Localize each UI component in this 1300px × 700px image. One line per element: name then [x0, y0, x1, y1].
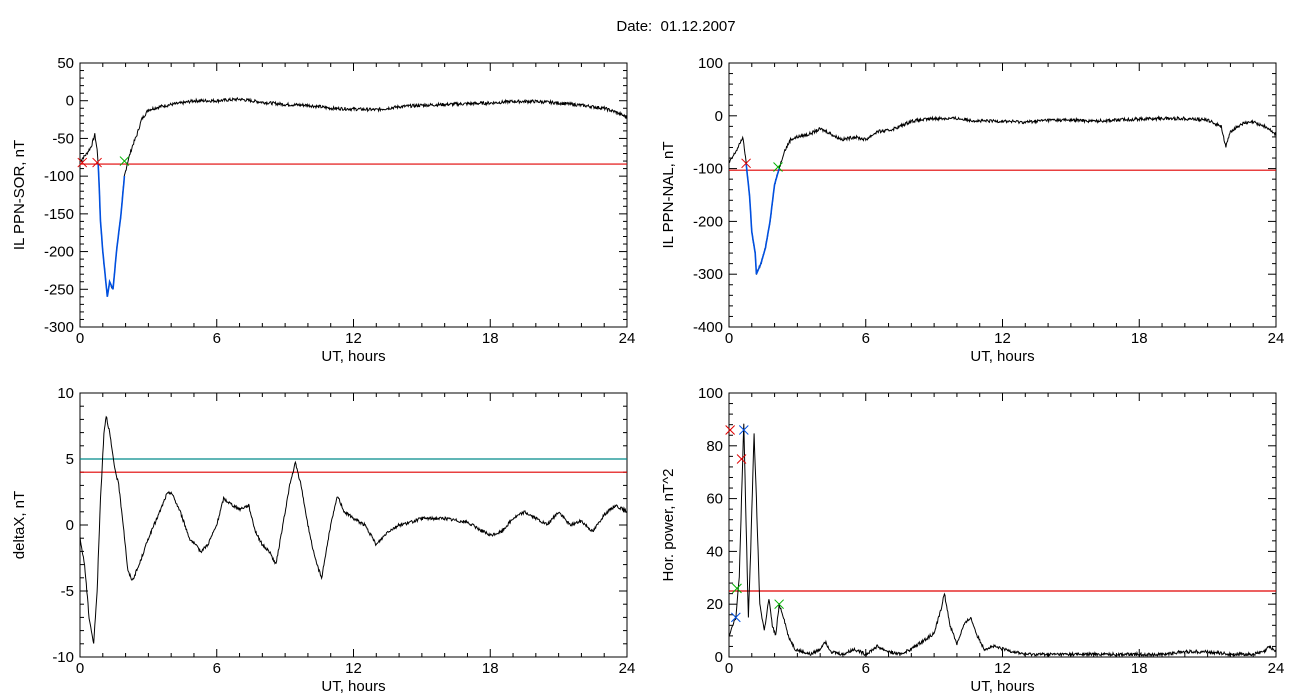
y-tick-label: -50: [52, 130, 74, 147]
y-tick-label: -300: [693, 266, 723, 283]
y-tick-label: -400: [693, 319, 723, 336]
y-tick-label: 80: [706, 438, 723, 455]
marker-stroke: [774, 599, 784, 610]
y-axis-label: deltaX, nT: [11, 491, 28, 559]
series-line-black: [80, 415, 627, 644]
series-line-black: [729, 115, 1276, 275]
series-line-black: [729, 423, 1276, 657]
series-line-blue: [745, 163, 780, 275]
y-tick-label: -200: [44, 244, 74, 261]
plot-il-ppn-sor: 0 6 12 18 24 -300 -250 -200 -150 -100 -50 0 50 UT, ho…: [11, 55, 635, 365]
plot-deltax: 0 6 12 18 24 -10 -5 0 5 10 UT, hours deltaX, nT: [11, 385, 635, 695]
marker-stroke: [773, 162, 783, 172]
x-tick-label: 12: [994, 330, 1011, 347]
y-tick-label: -150: [44, 206, 74, 223]
marker-red: [77, 157, 88, 168]
x-tick-label: 0: [725, 330, 733, 347]
y-tick-label: -100: [693, 161, 723, 178]
y-axis-label: IL PPN-SOR, nT: [11, 140, 28, 250]
marker-stroke: [732, 583, 742, 594]
x-tick-label: 0: [76, 660, 84, 677]
x-tick-label: 12: [994, 660, 1011, 677]
marker-red: [741, 158, 751, 169]
x-axis-label: UT, hours: [321, 348, 385, 365]
y-tick-label: 0: [66, 93, 74, 110]
y-tick-label: 0: [66, 517, 74, 534]
marker-green: [774, 599, 784, 610]
x-tick-label: 12: [345, 660, 362, 677]
x-tick-label: 24: [1268, 330, 1285, 347]
y-tick-label: 100: [698, 385, 723, 402]
marker-stroke: [738, 425, 749, 435]
x-tick-label: 18: [1131, 660, 1148, 677]
y-tick-label: 0: [715, 649, 723, 666]
x-tick-label: 0: [76, 330, 84, 347]
plot-frame: [79, 392, 628, 658]
marker-stroke: [736, 454, 747, 464]
marker-green: [773, 162, 783, 172]
y-tick-label: -10: [52, 649, 74, 666]
x-tick-label: 18: [482, 660, 499, 677]
series-line-black: [80, 96, 627, 297]
marker-stroke: [77, 157, 88, 168]
marker-green: [732, 583, 742, 594]
plot-frame: [728, 62, 1277, 328]
y-tick-label: 50: [57, 55, 74, 72]
page-title: Date: 01.12.2007: [0, 18, 1300, 35]
plot-area: [80, 415, 627, 644]
y-tick-label: 5: [66, 451, 74, 468]
plot-hor-power: 0 6 12 18 24 0 20 40 60 80 100 UT, hours Hor. power,…: [660, 385, 1284, 695]
y-tick-label: 40: [706, 543, 723, 560]
marker-stroke: [730, 612, 741, 623]
plot-area: [729, 115, 1276, 275]
marker-stroke: [92, 157, 102, 168]
date-label: Date: 01.12.2007: [616, 18, 736, 35]
x-tick-label: 12: [345, 330, 362, 347]
x-tick-label: 6: [862, 660, 870, 677]
x-tick-label: 18: [1131, 330, 1148, 347]
y-tick-label: -5: [61, 583, 74, 600]
plot-frame: [728, 392, 1277, 658]
y-tick-label: 60: [706, 491, 723, 508]
y-axis-label: IL PPN-NAL, nT: [660, 142, 677, 249]
y-tick-label: 0: [715, 108, 723, 125]
plot-il-ppn-nal: 0 6 12 18 24 -400 -300 -200 -100 0 100 UT, hours IL …: [660, 55, 1284, 365]
marker-stroke: [741, 158, 751, 169]
x-axis-label: UT, hours: [970, 678, 1034, 695]
x-tick-label: 6: [862, 330, 870, 347]
y-tick-label: 10: [57, 385, 74, 402]
marker-stroke: [725, 425, 735, 435]
y-tick-label: -250: [44, 281, 74, 298]
marker-stroke: [119, 156, 130, 166]
plot-area: [80, 96, 627, 297]
x-axis-label: UT, hours: [321, 678, 385, 695]
y-axis-label: Hor. power, nT^2: [660, 469, 677, 582]
y-tick-label: -300: [44, 319, 74, 336]
y-tick-label: -200: [693, 213, 723, 230]
x-tick-label: 24: [619, 330, 636, 347]
marker-blue: [738, 425, 749, 435]
y-tick-label: -100: [44, 168, 74, 185]
marker-blue: [730, 612, 741, 623]
marker-red: [725, 425, 735, 435]
x-tick-label: 24: [619, 660, 636, 677]
y-tick-label: 20: [706, 596, 723, 613]
marker-red: [736, 454, 747, 464]
x-tick-label: 0: [725, 660, 733, 677]
x-axis-label: UT, hours: [970, 348, 1034, 365]
y-tick-label: 100: [698, 55, 723, 72]
x-tick-label: 24: [1268, 660, 1285, 677]
series-line-blue: [97, 164, 126, 297]
marker-green: [119, 156, 130, 166]
plot-area: [729, 423, 1276, 657]
marker-red: [92, 157, 102, 168]
x-tick-label: 18: [482, 330, 499, 347]
x-tick-label: 6: [213, 660, 221, 677]
x-tick-label: 6: [213, 330, 221, 347]
